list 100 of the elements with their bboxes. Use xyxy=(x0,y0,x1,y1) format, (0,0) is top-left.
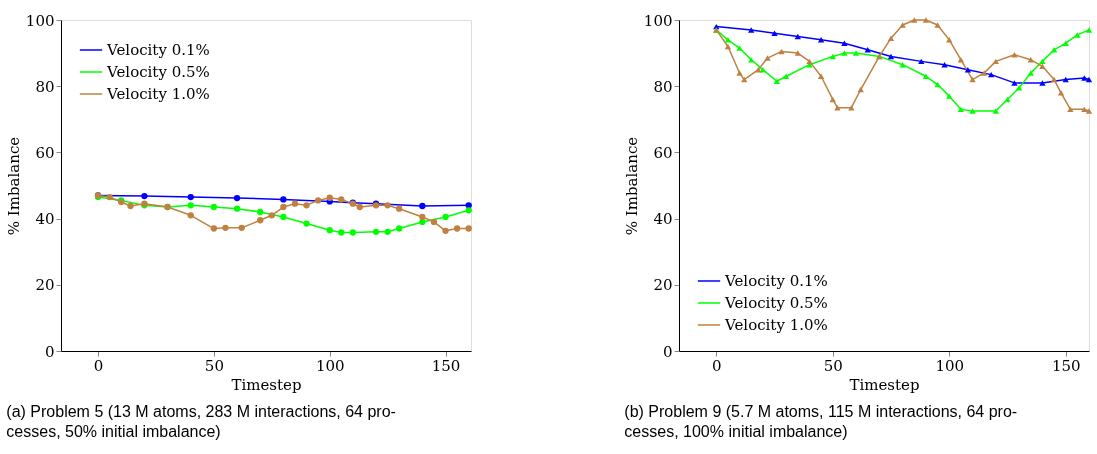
x-axis-title: Timestep xyxy=(231,375,302,394)
point xyxy=(946,93,953,99)
x-tick-label: 150 xyxy=(431,356,461,375)
point xyxy=(748,27,755,33)
point xyxy=(210,225,218,232)
point xyxy=(841,40,848,46)
y-tick-label: 40 xyxy=(35,210,55,229)
y-tick-label: 40 xyxy=(653,210,673,229)
point xyxy=(187,202,194,209)
y-tick-label: 20 xyxy=(653,276,673,295)
point xyxy=(384,228,391,235)
point xyxy=(430,218,438,226)
point xyxy=(1062,40,1069,46)
point xyxy=(1027,70,1034,76)
point xyxy=(187,212,194,219)
point xyxy=(314,197,322,204)
point xyxy=(356,203,363,211)
point xyxy=(911,17,918,23)
point xyxy=(280,213,287,221)
point xyxy=(233,205,241,212)
point xyxy=(210,203,218,211)
point xyxy=(736,70,743,76)
point xyxy=(396,225,403,232)
y-tick-label: 0 xyxy=(44,342,55,361)
point xyxy=(1039,80,1046,86)
point xyxy=(922,17,930,23)
legend-label: Velocity 1.0% xyxy=(106,85,210,103)
point xyxy=(992,108,999,114)
point xyxy=(1081,106,1088,113)
y-axis-title: % Imbalance xyxy=(622,136,641,236)
x-tick-label: 50 xyxy=(823,356,843,375)
x-tick-label: 50 xyxy=(204,356,224,375)
point xyxy=(794,50,801,56)
y-tick-label: 80 xyxy=(653,77,673,96)
legend-label: Velocity 0.5% xyxy=(724,294,828,312)
x-tick-label: 100 xyxy=(315,356,345,375)
point xyxy=(442,227,449,234)
point xyxy=(238,224,245,232)
point xyxy=(419,202,426,210)
point xyxy=(1011,80,1018,86)
point xyxy=(280,196,287,203)
text: (a) Problem 5 (13 M atoms, 283 M interactions, 64 pro- cesses, 50% initial imbalance) xyxy=(6,403,396,440)
point xyxy=(783,73,790,80)
point xyxy=(864,47,871,53)
point xyxy=(465,207,472,214)
point xyxy=(922,73,930,80)
y-tick-label: 100 xyxy=(25,11,55,30)
point xyxy=(257,208,264,216)
point xyxy=(852,50,860,56)
x-axis-title: Timestep xyxy=(849,375,920,394)
point xyxy=(303,220,310,227)
point xyxy=(465,225,472,232)
legend-label: Velocity 1.0% xyxy=(724,316,828,334)
point xyxy=(419,218,426,226)
point xyxy=(981,70,988,76)
point xyxy=(453,225,461,232)
y-tick-label: 60 xyxy=(653,143,673,162)
legend-label: Velocity 0.1% xyxy=(106,41,210,59)
point xyxy=(1074,32,1081,38)
point xyxy=(349,229,357,236)
point xyxy=(384,202,391,209)
point xyxy=(918,58,925,65)
x-tick-label: 150 xyxy=(1051,356,1081,375)
point xyxy=(887,53,895,60)
point xyxy=(1085,108,1093,114)
point xyxy=(841,50,848,56)
point xyxy=(419,213,426,221)
point xyxy=(969,108,976,114)
point xyxy=(934,22,941,28)
legend-label: Velocity 0.5% xyxy=(106,63,210,81)
x-tick-label: 0 xyxy=(93,356,104,375)
point xyxy=(396,205,403,212)
point xyxy=(127,202,134,210)
point xyxy=(1085,76,1093,83)
point xyxy=(106,193,113,201)
point xyxy=(338,196,345,203)
point xyxy=(764,55,771,61)
point xyxy=(326,194,333,201)
y-axis-title: % Imbalance xyxy=(4,136,23,236)
point xyxy=(887,35,895,41)
y-tick-label: 60 xyxy=(35,143,55,162)
point xyxy=(233,194,241,202)
point xyxy=(291,200,299,207)
point xyxy=(736,45,743,51)
point xyxy=(257,217,264,224)
point xyxy=(817,73,825,80)
point xyxy=(934,81,941,88)
point xyxy=(1085,27,1093,33)
point xyxy=(1050,47,1058,53)
point xyxy=(1015,85,1023,91)
y-tick-label: 80 xyxy=(35,77,55,96)
point xyxy=(1067,106,1074,113)
point xyxy=(141,192,148,200)
point xyxy=(794,33,801,40)
point xyxy=(1057,90,1065,96)
point xyxy=(280,203,287,211)
point xyxy=(724,37,732,43)
point xyxy=(303,202,310,209)
point xyxy=(829,53,836,60)
y-tick-label: 0 xyxy=(662,342,673,361)
